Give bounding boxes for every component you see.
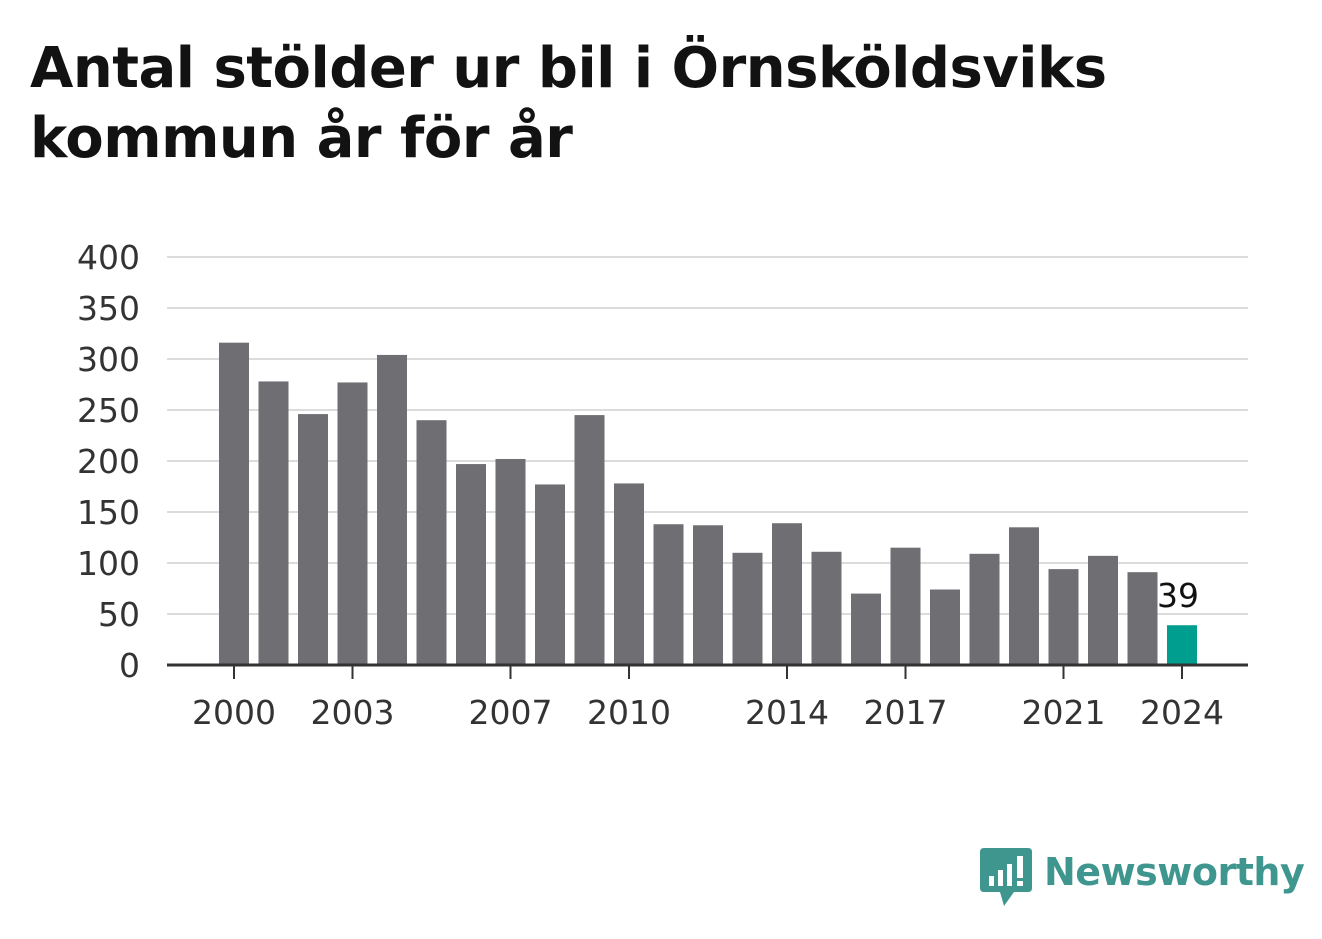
bar-2022 — [1088, 555, 1118, 665]
y-tick-label: 300 — [77, 340, 140, 379]
bar-2000 — [219, 342, 249, 665]
y-tick-label: 400 — [77, 238, 140, 277]
y-tick-label: 200 — [77, 442, 140, 481]
x-tick-label: 2021 — [1022, 693, 1106, 732]
newsworthy-logo: Newsworthy — [980, 848, 1305, 912]
bar-2004 — [377, 354, 407, 665]
bar-2007 — [495, 458, 526, 665]
bars — [219, 342, 1197, 665]
bar-2017 — [890, 547, 921, 665]
x-tick-label: 2017 — [864, 693, 948, 732]
bar-2023 — [1127, 572, 1158, 665]
bar-2003 — [337, 382, 368, 665]
data-label-2024: 39 — [1157, 576, 1199, 615]
y-tick-label: 50 — [98, 595, 140, 634]
brand-name: Newsworthy — [1044, 850, 1305, 894]
y-tick-label: 0 — [119, 646, 140, 685]
newsworthy-logo-icon — [980, 848, 1032, 906]
x-tick-label: 2000 — [192, 693, 276, 732]
x-tick-label: 2014 — [745, 693, 829, 732]
bar-2018 — [930, 589, 960, 665]
bar-2008 — [535, 484, 565, 665]
bar-2006 — [456, 464, 486, 665]
y-tick-label: 150 — [77, 493, 140, 532]
bar-2010 — [614, 483, 644, 665]
x-tick-label: 2007 — [469, 693, 553, 732]
bar-2016 — [851, 593, 881, 665]
bar-2012 — [693, 525, 723, 665]
y-tick-label: 250 — [77, 391, 140, 430]
bar-2002 — [298, 414, 328, 665]
x-axis: 2000 2003 2007 2010 2014 2017 2021 2024 — [167, 663, 1248, 732]
x-tick-label: 2003 — [311, 693, 395, 732]
data-labels: 39 — [1157, 576, 1199, 615]
bar-2021 — [1048, 569, 1079, 665]
bar-2015 — [811, 551, 842, 665]
bar-2024 — [1167, 625, 1197, 665]
bar-chart: 0 50 100 150 200 250 300 350 400 2000 2003 2007 201… — [77, 238, 1248, 732]
y-tick-label: 350 — [77, 289, 140, 328]
bar-2011 — [653, 524, 684, 665]
chart-title: Antal stölder ur bil i Örnsköldsviks kom… — [30, 36, 1107, 171]
x-tick-label: 2024 — [1140, 693, 1224, 732]
bar-2019 — [969, 553, 1000, 665]
bar-2001 — [258, 381, 289, 665]
bar-2020 — [1009, 527, 1039, 665]
bar-2013 — [732, 552, 763, 665]
x-tick-label: 2010 — [587, 693, 671, 732]
bar-2014 — [772, 523, 802, 665]
bar-2009 — [574, 415, 605, 665]
y-axis-tick-labels: 0 50 100 150 200 250 300 350 400 — [77, 238, 140, 685]
y-tick-label: 100 — [77, 544, 140, 583]
bar-2005 — [416, 420, 447, 665]
